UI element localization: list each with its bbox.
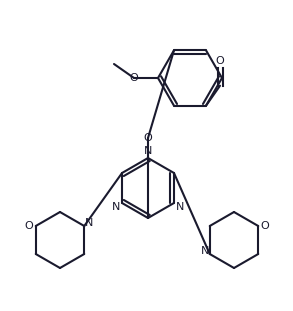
Text: N: N	[112, 202, 120, 211]
Text: O: O	[24, 221, 33, 231]
Text: O: O	[144, 133, 152, 143]
Text: O: O	[130, 73, 138, 83]
Text: N: N	[201, 246, 209, 256]
Text: O: O	[216, 56, 224, 66]
Text: N: N	[85, 218, 93, 228]
Text: N: N	[176, 202, 184, 211]
Text: N: N	[144, 146, 152, 156]
Text: O: O	[261, 221, 270, 231]
